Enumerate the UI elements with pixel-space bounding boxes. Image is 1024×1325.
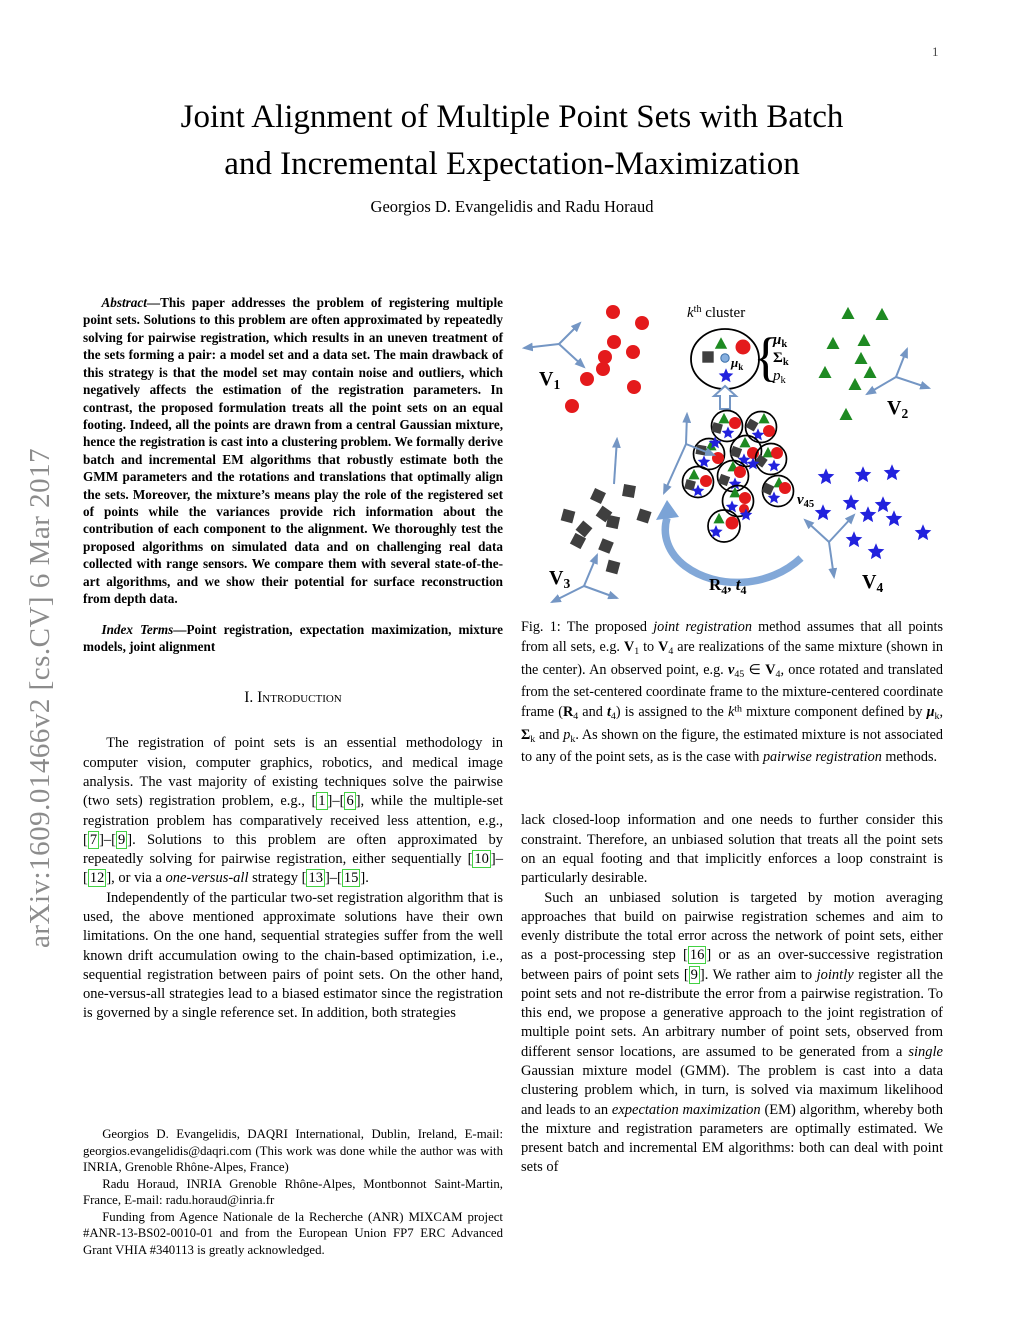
right-paragraph-2: Such an unbiased solution is targeted by… [521,889,943,1176]
v45-point-label: v45 [797,492,814,510]
v3-coordinate-frame [550,552,620,603]
footnote-author-2: Radu Horaud, INRIA Grenoble Rhône-Alpes,… [83,1176,503,1208]
author-footnote: Georgios D. Evangelidis, DAQRI Internati… [83,1126,503,1258]
v1-label: V1 [539,368,560,392]
v4-label: V4 [862,571,883,595]
v3-point-set [560,484,652,575]
param-sigma: Σk [773,350,789,368]
v3-label: V3 [549,567,570,591]
right-paragraph-1: lack closed-loop information and one nee… [521,812,943,887]
v3-to-mixture-arrow [612,436,621,485]
figure-1-caption: Fig. 1: The proposed joint registration … [521,619,944,765]
mixture-coordinate-frame [663,411,717,496]
param-p: pk [772,368,787,386]
central-mixture-clusters [681,409,795,543]
brace: { [753,327,779,387]
figure-1-joint-registration: V1 kth cluster μk { μk Σk pk [521,304,932,603]
left-column: Abstract—This paper addresses the proble… [83,294,503,1024]
param-mu: μk [772,332,787,350]
authors: Georgios D. Evangelidis and Radu Horaud [370,197,654,216]
abstract-paragraph: Abstract—This paper addresses the proble… [83,295,503,607]
cluster-mean-dot [720,353,730,363]
v2-coordinate-frame [865,346,932,396]
v1-coordinate-frame [521,321,586,369]
paper-title: Joint Alignment of Multiple Point Sets w… [92,94,932,188]
page-number: 1 [932,44,939,59]
footnote-funding: Funding from Agence Nationale de la Rech… [83,1209,503,1257]
kth-cluster-label: kth cluster [687,304,745,321]
mixture-parameters: μk Σk pk [772,332,789,386]
right-column: V1 kth cluster μk { μk Σk pk [521,292,943,1178]
footnote-author-1: Georgios D. Evangelidis, DAQRI Internati… [83,1127,503,1174]
v2-point-set [818,306,889,421]
v4-point-set [814,464,932,560]
zoom-arrow [711,384,739,410]
section-heading-introduction: I. Introduction [244,689,342,707]
v4-coordinate-frame [803,513,856,580]
intro-paragraph-1: The registration of point sets is an ess… [83,735,503,888]
index-terms: Index Terms—Point registration, expectat… [83,621,503,655]
title-line-2: and Incremental Expectation-Maximization [224,145,800,182]
cluster-mean-label: μk [730,355,743,372]
v2-label: V2 [887,397,908,421]
intro-paragraph-2: Independently of the particular two-set … [83,889,503,1022]
transformation-arrow [656,500,804,587]
kth-cluster-circle: μk [690,328,760,390]
v1-point-set [565,305,649,413]
title-line-1: Joint Alignment of Multiple Point Sets w… [180,99,844,135]
r4-t4-label: R4, t4 [709,575,747,597]
arxiv-watermark: arXiv:1609.01466v2 [cs.CV] 6 Mar 2017 [24,447,56,948]
